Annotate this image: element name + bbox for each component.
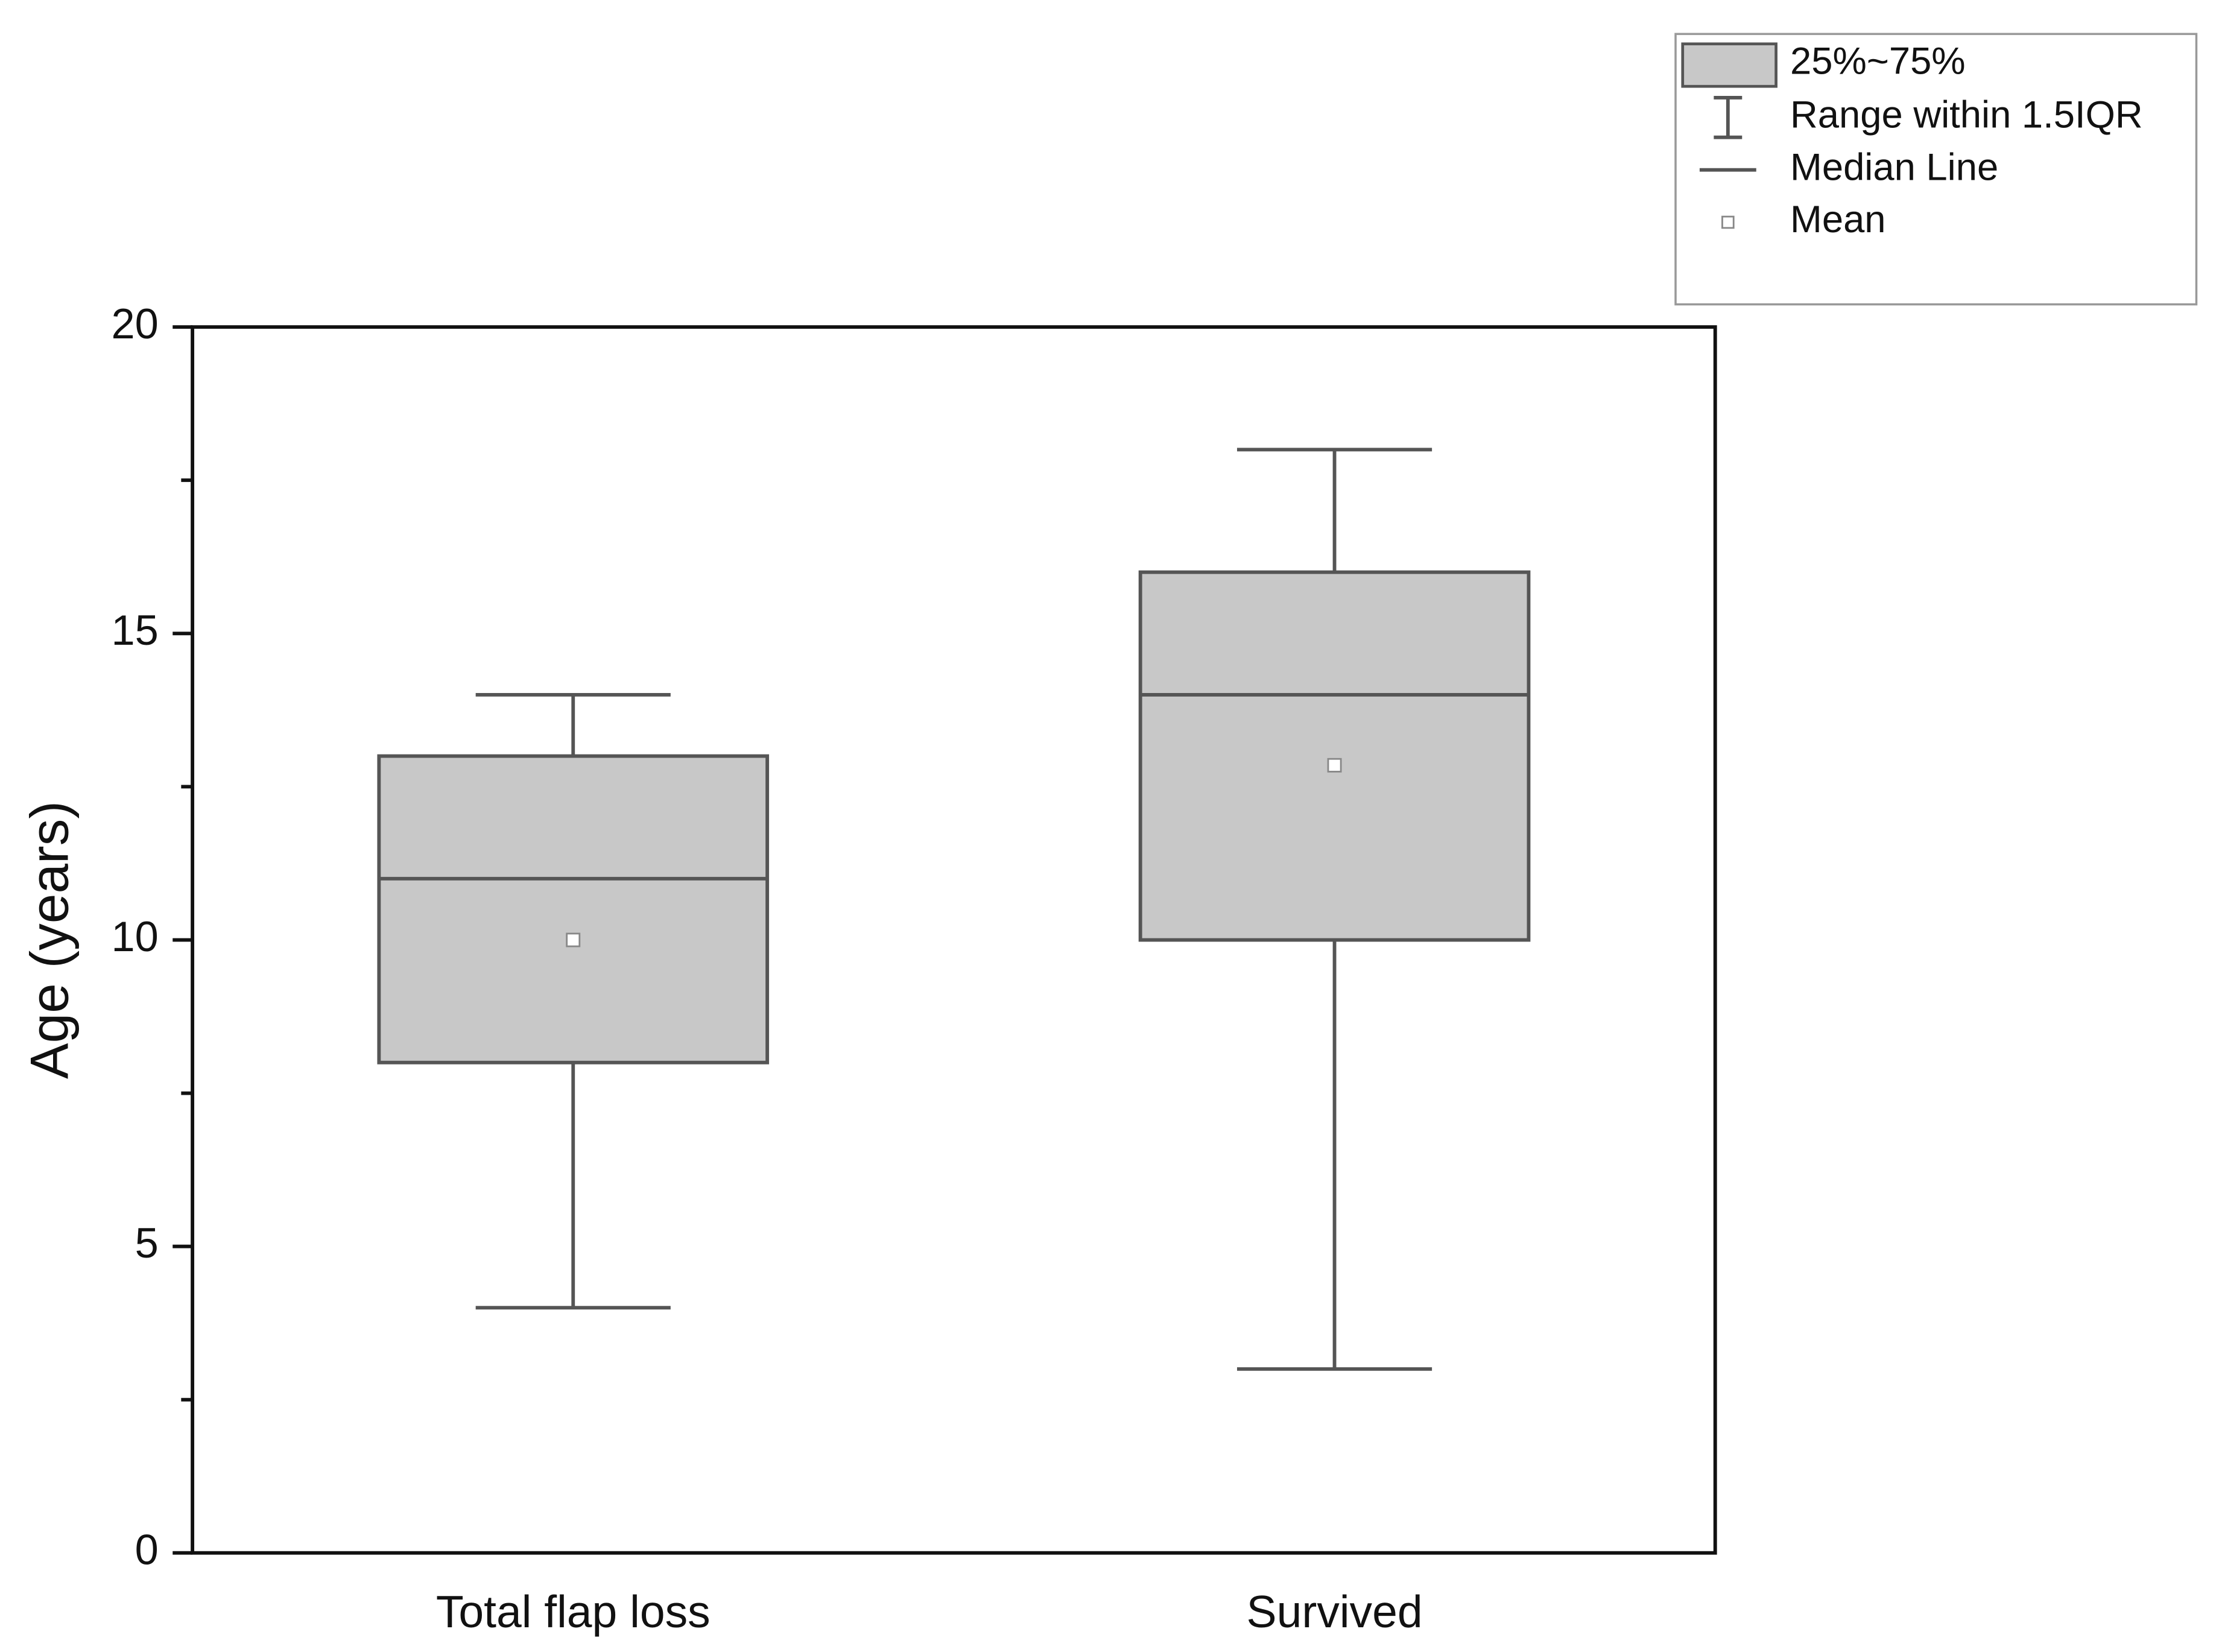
y-axis-label: Age (years) (19, 801, 80, 1079)
legend-label: Mean (1790, 198, 1885, 241)
x-tick-label: Total flap loss (436, 1586, 711, 1637)
mean-marker (1327, 758, 1342, 773)
legend-label: 25%~75% (1790, 40, 1966, 82)
y-tick-label: 0 (135, 1525, 159, 1573)
y-tick-label: 10 (112, 913, 159, 960)
legend-box-swatch (1681, 42, 1777, 88)
box (377, 754, 770, 1065)
mean-marker (566, 932, 581, 948)
legend-mean (1721, 215, 1735, 229)
legend-label: Range within 1.5IQR (1790, 94, 2143, 136)
box (1138, 570, 1531, 942)
y-tick-label: 5 (135, 1219, 159, 1267)
x-tick-label: Survived (1247, 1586, 1423, 1637)
legend-label: Median Line (1790, 146, 1998, 188)
y-tick-label: 15 (112, 606, 159, 654)
y-tick-label: 20 (112, 300, 159, 347)
